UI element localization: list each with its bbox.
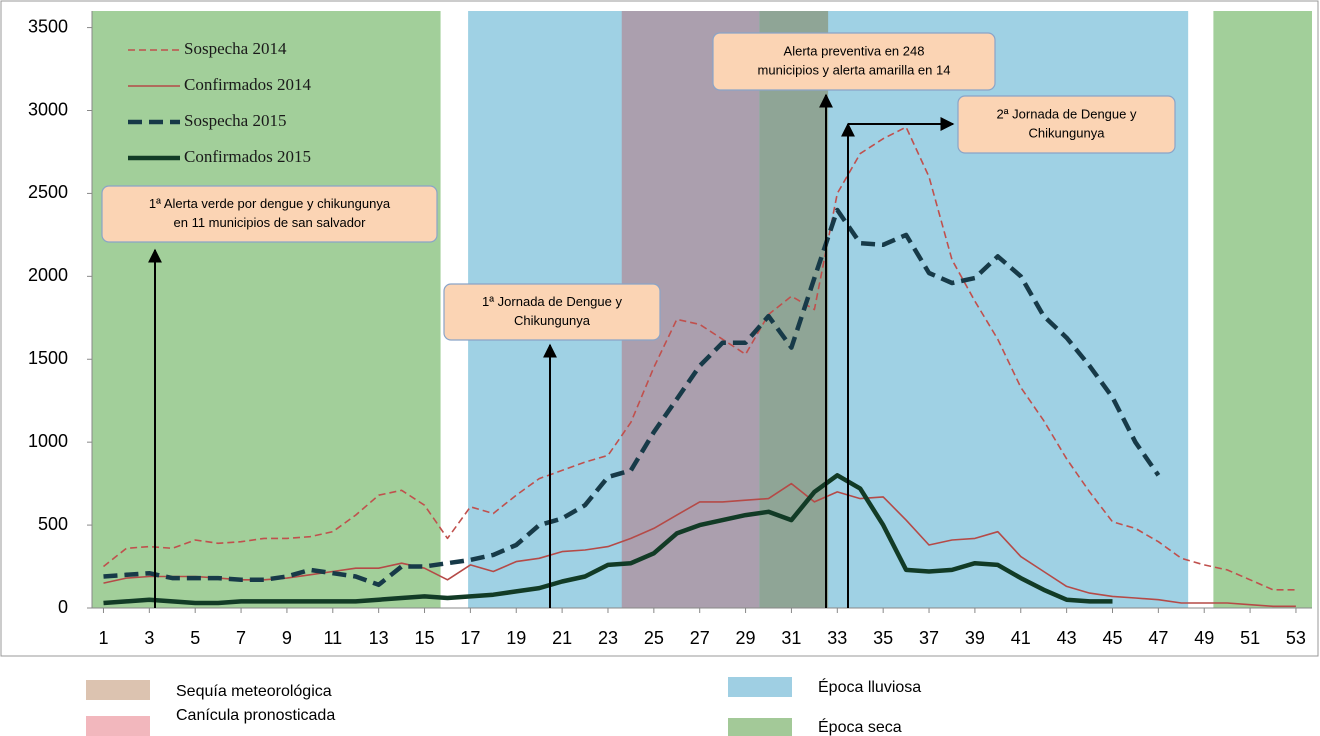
x-tick-label: 17 [460, 628, 480, 648]
legend-area-label: Época seca [818, 717, 902, 736]
y-tick-label: 3500 [28, 16, 68, 36]
x-tick-label: 35 [873, 628, 893, 648]
y-tick-label: 1000 [28, 431, 68, 451]
annotation-text: Chikungunya [514, 313, 591, 328]
x-tick-label: 49 [1194, 628, 1214, 648]
legend-label: Confirmados 2014 [184, 75, 312, 94]
x-tick-label: 45 [1102, 628, 1122, 648]
annotation-box [712, 32, 996, 91]
legend-area-swatch [728, 718, 792, 736]
x-tick-label: 29 [736, 628, 756, 648]
series-line [103, 473, 1113, 606]
x-tick-label: 21 [552, 628, 572, 648]
annotation-text: Chikungunya [1029, 125, 1106, 140]
x-tick-label: 11 [323, 628, 342, 648]
x-tick-label: 47 [1148, 628, 1168, 648]
x-tick-label: 15 [415, 628, 435, 648]
legend-label: Confirmados 2015 [184, 147, 311, 166]
x-tick-label: 43 [1057, 628, 1077, 648]
x-tick-label: 33 [827, 628, 847, 648]
annotation-text: en 11 municipios de san salvador [174, 215, 367, 230]
series-line [103, 207, 1161, 588]
x-tick-label: 7 [236, 628, 246, 648]
x-tick-label: 5 [190, 628, 200, 648]
legend-label: Sospecha 2014 [184, 39, 287, 58]
annotation-text: 2ª Jornada de Dengue y [997, 106, 1137, 121]
legend-area-swatch [728, 677, 792, 697]
annotation-box [443, 283, 661, 341]
season-band [92, 11, 441, 608]
x-tick-label: 51 [1240, 628, 1260, 648]
annotation-text: 1ª Jornada de Dengue y [482, 294, 622, 309]
y-tick-label: 500 [38, 514, 68, 534]
y-tick-label: 0 [58, 597, 68, 617]
season-band [759, 11, 829, 608]
y-tick-label: 1500 [28, 348, 68, 368]
x-tick-label: 39 [965, 628, 985, 648]
x-tick-label: 1 [98, 628, 108, 648]
x-tick-label: 25 [644, 628, 664, 648]
x-tick-label: 9 [282, 628, 292, 648]
season-band [1213, 11, 1312, 608]
legend-area-label: Canícula pronosticada [176, 707, 335, 724]
x-tick-label: 37 [919, 628, 939, 648]
x-tick-label: 53 [1286, 628, 1306, 648]
x-tick-label: 13 [369, 628, 389, 648]
x-tick-label: 3 [144, 628, 154, 648]
legend-area-label: Época lluviosa [818, 677, 921, 696]
legend-label: Sospecha 2015 [184, 111, 286, 130]
annotation-box [957, 95, 1176, 154]
annotation-box [101, 185, 438, 243]
x-tick-label: 27 [690, 628, 710, 648]
series-line [103, 482, 1296, 608]
annotation-text: municipios y alerta amarilla en 14 [758, 62, 951, 77]
annotation-text: Alerta preventiva en 248 [784, 43, 925, 58]
legend-area-swatch [86, 716, 150, 736]
series-line [103, 126, 1296, 591]
legend-area-swatch [86, 680, 150, 700]
x-tick-label: 41 [1011, 628, 1031, 648]
x-tick-label: 31 [781, 628, 801, 648]
y-tick-label: 3000 [28, 99, 68, 119]
annotation-text: 1ª Alerta verde por dengue y chikungunya [149, 196, 391, 211]
legend-area-label: Sequía meteorológica [176, 683, 332, 700]
chart-frame [0, 0, 1319, 657]
x-tick-label: 23 [598, 628, 618, 648]
x-tick-label: 19 [506, 628, 526, 648]
y-tick-label: 2000 [28, 265, 68, 285]
y-tick-label: 2500 [28, 182, 68, 202]
